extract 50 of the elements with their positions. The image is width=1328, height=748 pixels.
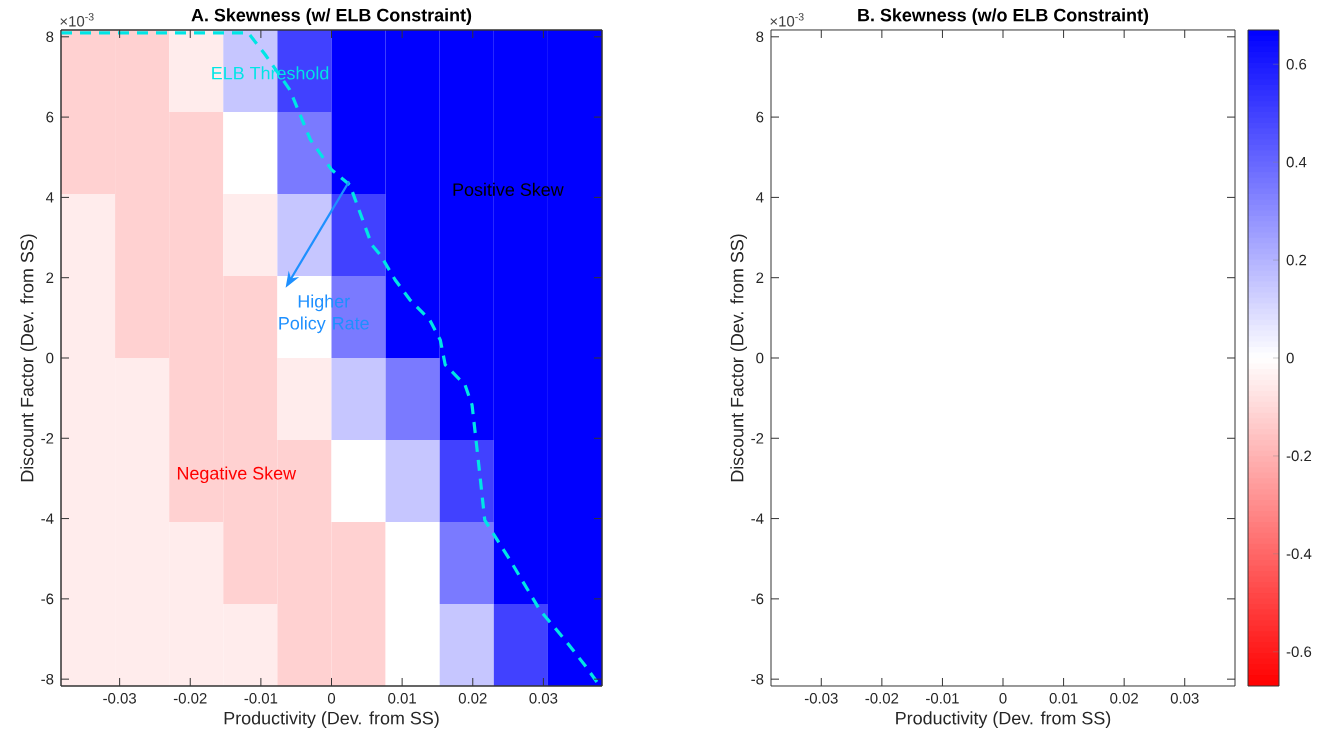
text: ×10$^{-3}$ [770, 13, 804, 27]
y-tick-label: 6 [46, 111, 54, 123]
y-tick-label: 8 [46, 31, 54, 43]
y-tick-label: -8 [751, 673, 764, 685]
color-bar-label: 0.4 [1286, 156, 1307, 168]
y-tick-label: 4 [756, 192, 764, 203]
x-tick-label: 0.03 [529, 693, 558, 704]
color-bar-label: 0.6 [1286, 58, 1307, 70]
x-axis-title: Productivity (Dev. from SS) [896, 711, 1111, 729]
chart-title: B. Skewness (w/o ELB Constraint) [858, 8, 1149, 25]
y-tick-label: 8 [756, 31, 764, 43]
x-tick-label: -0.03 [804, 693, 838, 704]
x-tick-label: 0.02 [458, 693, 487, 704]
y-tick-label: 4 [45, 192, 54, 203]
x-tick-label: 0 [999, 693, 1007, 704]
y-tick-label: -2 [751, 433, 764, 444]
y-axis-title: Discount Factor (Dev. from SS) [20, 234, 37, 482]
color-bar-label: -0.4 [1286, 548, 1312, 560]
y-tick-label: -4 [751, 513, 764, 524]
x-tick-label: -0.02 [173, 693, 207, 704]
y-tick-label: -4 [41, 513, 54, 524]
y-tick-label: -2 [41, 433, 54, 444]
text: ×10$^{-3}$ [60, 13, 94, 27]
y-tick-label: -6 [41, 593, 54, 605]
x-tick-label: 0 [327, 693, 336, 704]
y-tick-label: -8 [41, 673, 54, 685]
y-tick-label: 2 [756, 272, 764, 283]
y-tick-label: 2 [46, 272, 54, 283]
x-tick-label: -0.03 [103, 693, 136, 704]
color-bar-label: -0.6 [1286, 646, 1312, 658]
x-tick-label: 0.01 [1049, 693, 1078, 704]
color-bar-label: -0.2 [1286, 450, 1312, 462]
x-tick-label: -0.02 [865, 693, 899, 704]
annotation: Positive Skew [453, 182, 564, 196]
x-tick-label: 0.01 [388, 693, 416, 704]
color-bar-label: 0 [1286, 352, 1294, 364]
line-series [59, 31, 600, 685]
y-tick-label: 0 [46, 352, 54, 364]
x-tick-label: -0.01 [926, 693, 959, 704]
x-axis-title: Productivity (Dev. from SS) [224, 711, 439, 729]
y-tick-label: 6 [756, 111, 764, 123]
x-tick-label: -0.01 [244, 693, 278, 704]
y-axis-title: Discount Factor (Dev. from SS) [730, 234, 748, 482]
y-tick-label: -6 [751, 593, 764, 605]
x-tick-label: 0.02 [1110, 693, 1138, 704]
color-bar-label: 0.2 [1286, 254, 1307, 266]
y-tick-label: 0 [756, 352, 764, 364]
annotation: Negative Skew [177, 466, 297, 484]
chart-title: A. Skewness (w/ ELB Constraint) [191, 8, 472, 25]
x-tick-label: 0.03 [1170, 693, 1199, 704]
